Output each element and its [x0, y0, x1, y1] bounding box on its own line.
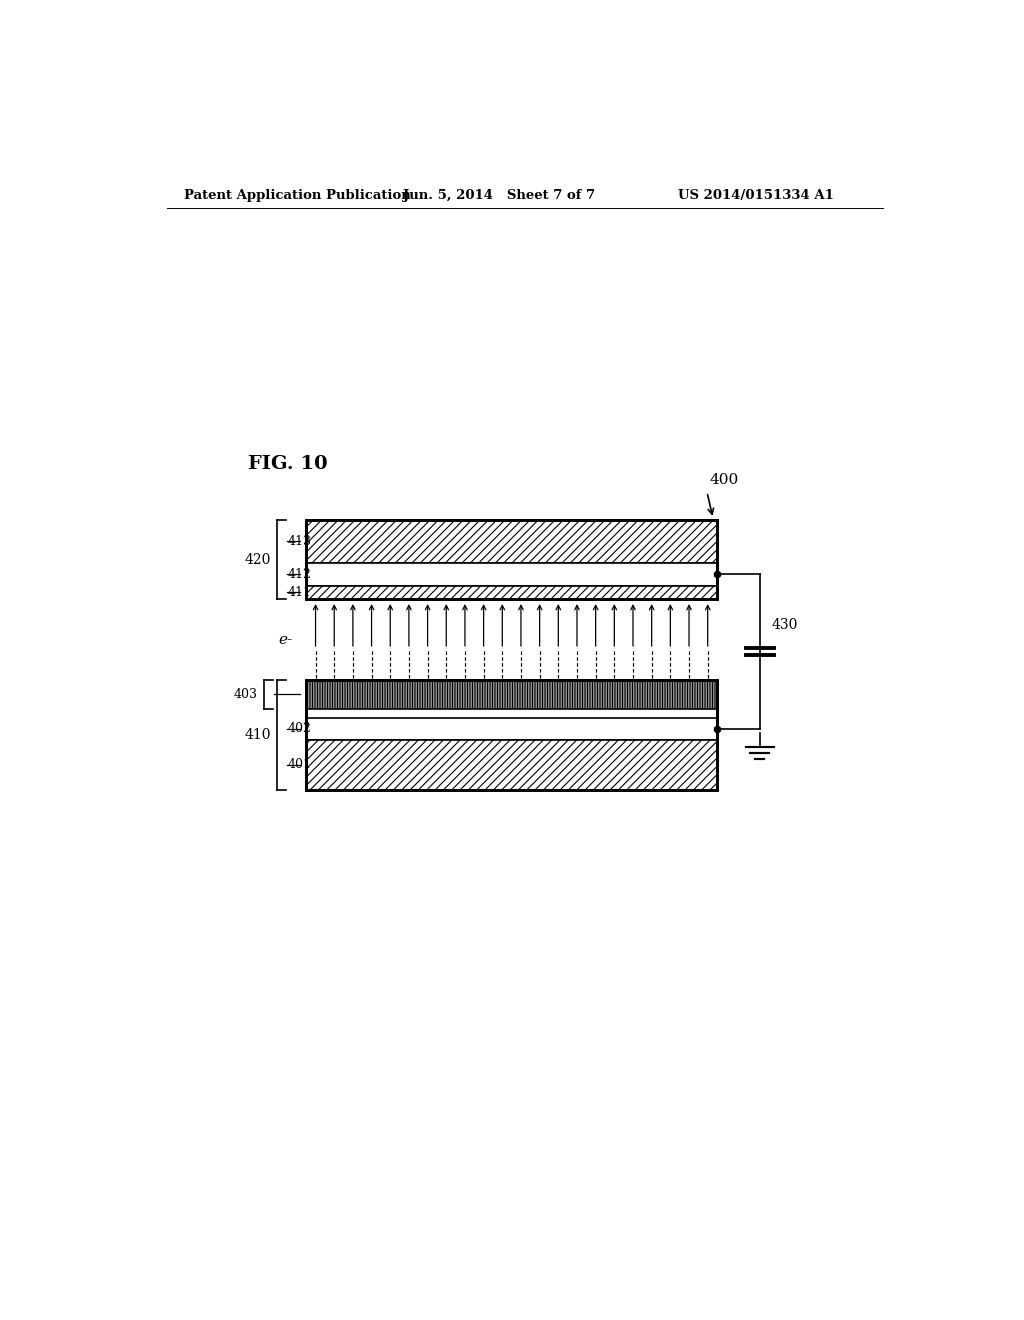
Text: 400: 400 [710, 473, 738, 487]
Text: 403: 403 [233, 688, 257, 701]
Text: 420: 420 [245, 553, 270, 566]
Text: 411: 411 [288, 586, 311, 599]
Bar [306, 562, 717, 586]
Text: 412: 412 [288, 568, 311, 581]
Bar [306, 520, 717, 599]
Bar [306, 520, 717, 562]
Text: 401: 401 [288, 758, 311, 771]
Bar [306, 718, 717, 739]
Bar [306, 680, 717, 709]
Text: 430: 430 [771, 618, 798, 632]
Bar [306, 739, 717, 789]
Text: 402: 402 [288, 722, 311, 735]
Text: e-: e- [279, 632, 292, 647]
Text: Patent Application Publication: Patent Application Publication [183, 189, 411, 202]
Text: US 2014/0151334 A1: US 2014/0151334 A1 [678, 189, 835, 202]
Text: 410: 410 [244, 727, 270, 742]
Bar [306, 680, 717, 789]
Bar [306, 586, 717, 599]
Text: FIG. 10: FIG. 10 [248, 455, 328, 473]
Text: Jun. 5, 2014   Sheet 7 of 7: Jun. 5, 2014 Sheet 7 of 7 [403, 189, 595, 202]
Text: 413: 413 [288, 535, 311, 548]
